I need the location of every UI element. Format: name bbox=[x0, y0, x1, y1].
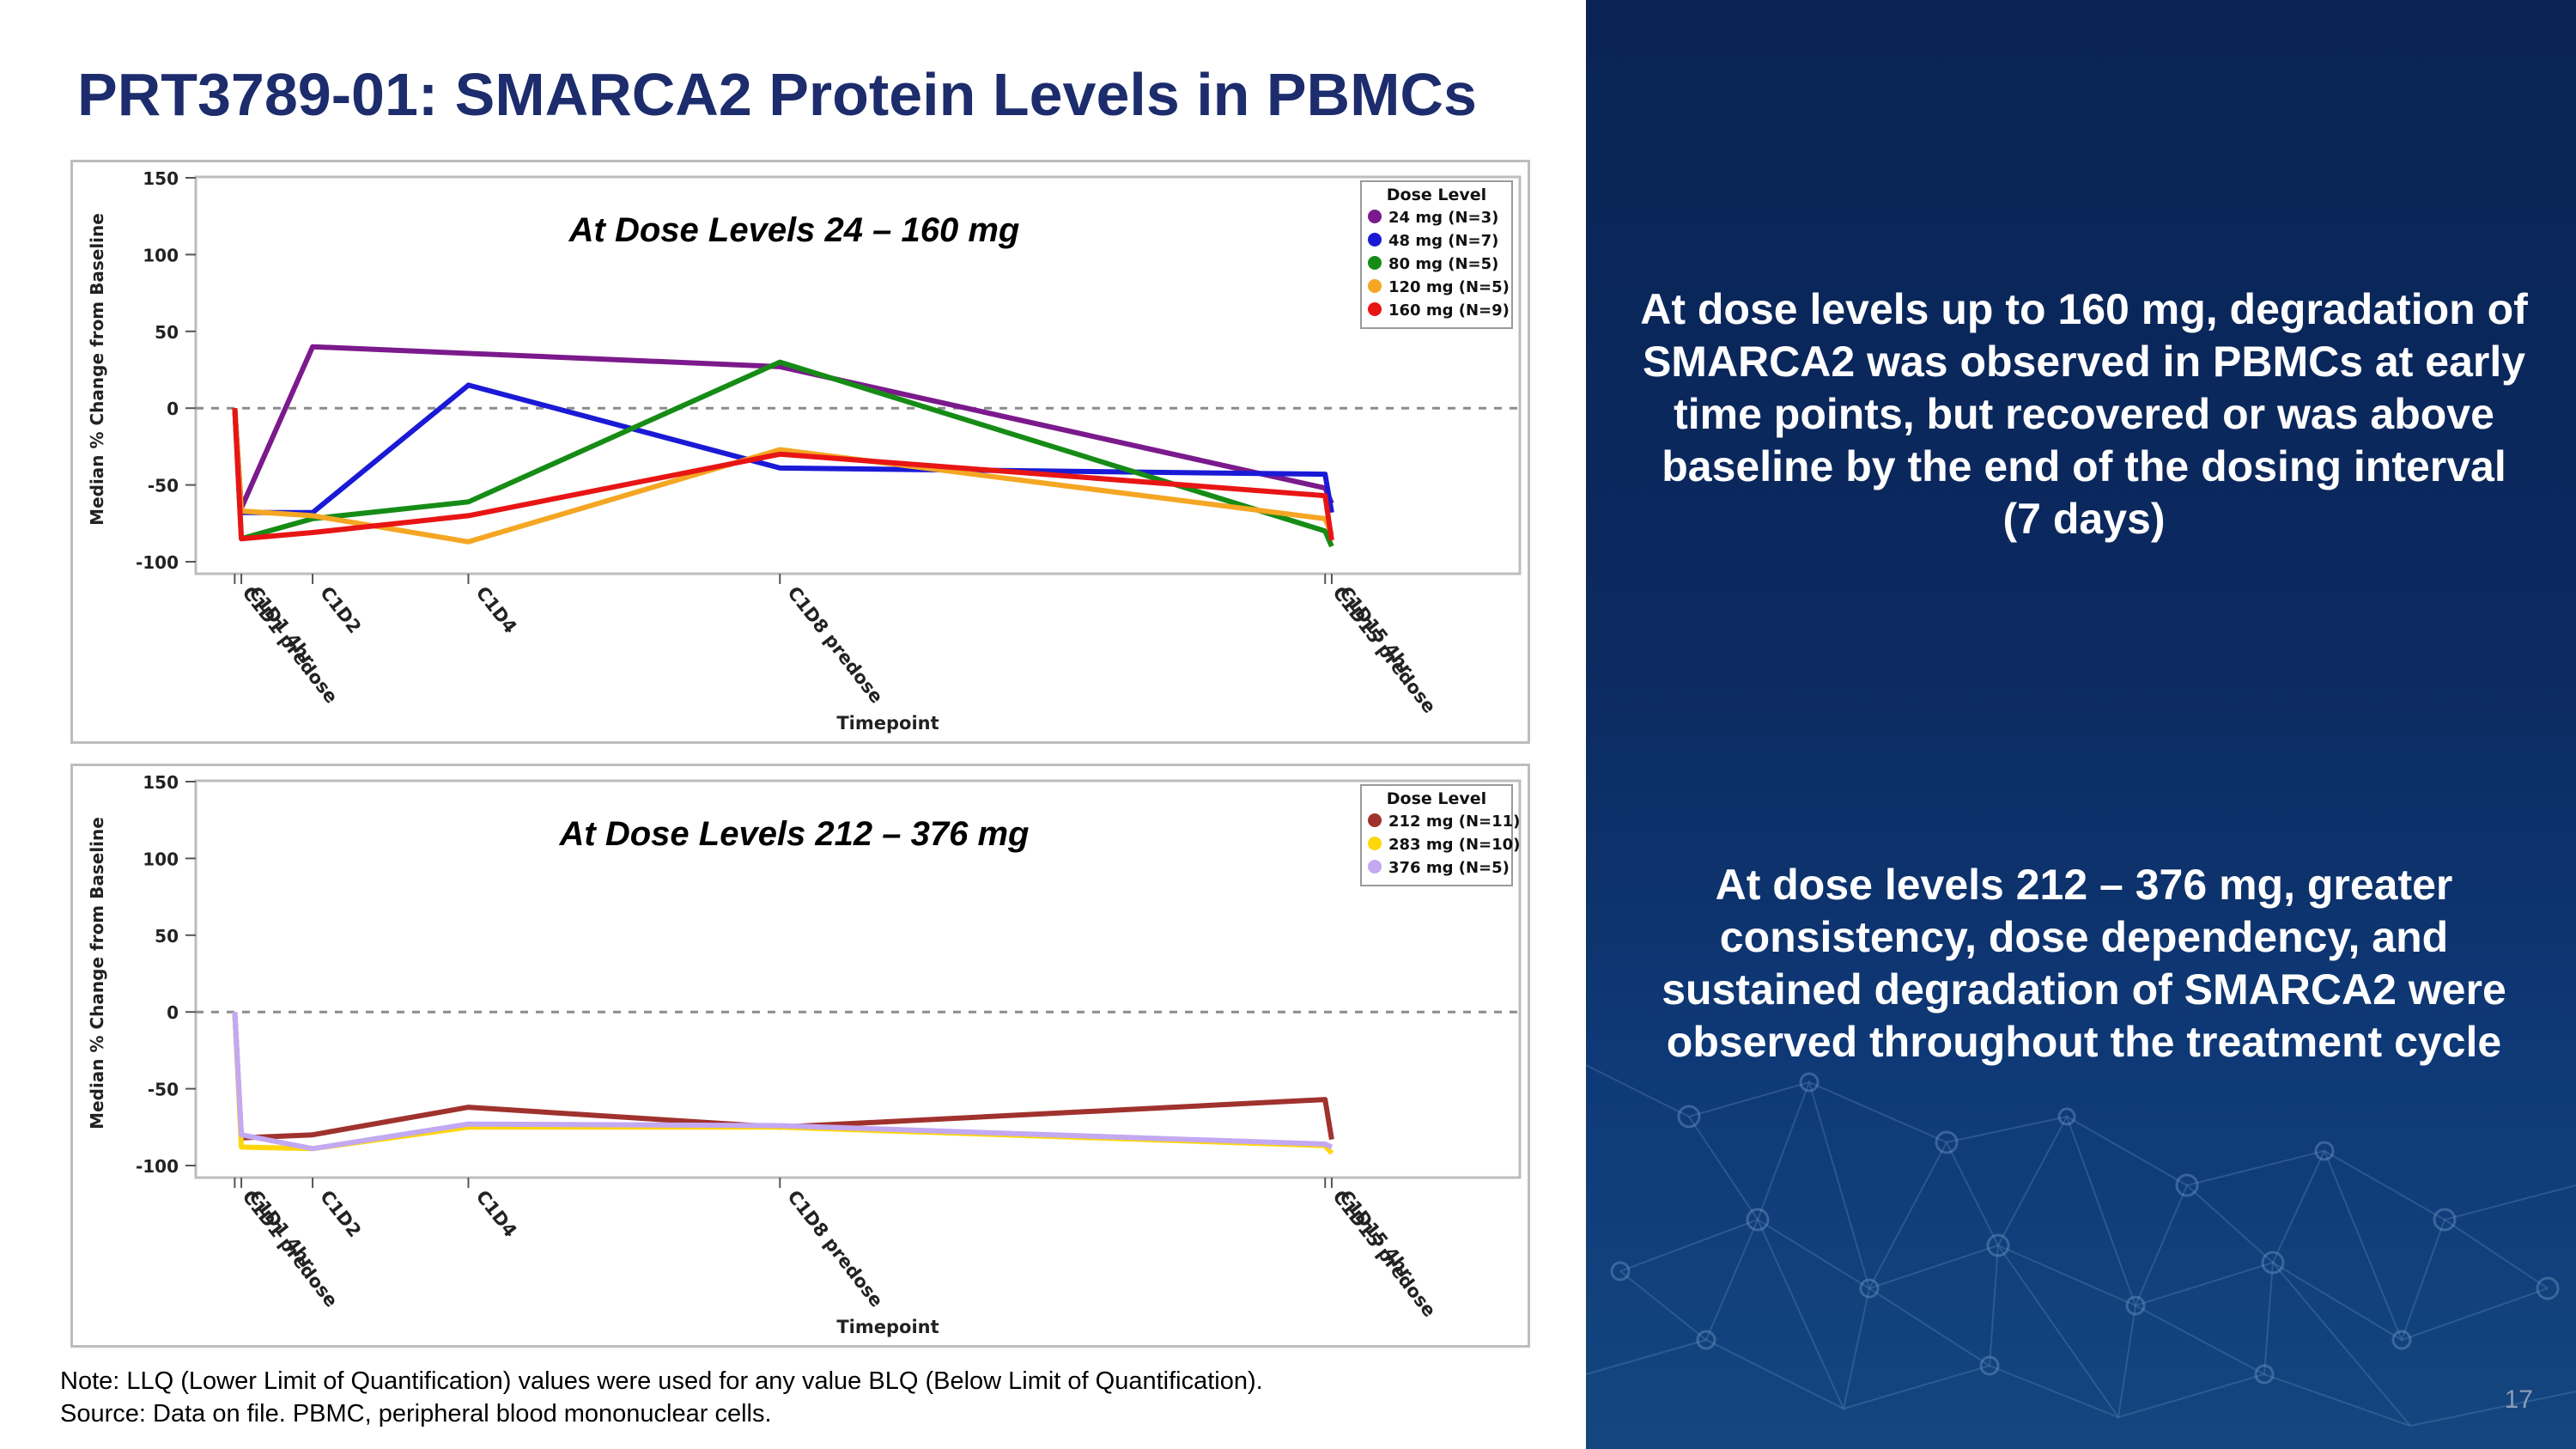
y-axis-label: Median % Change from Baseline bbox=[87, 213, 107, 526]
x-tick-label-c1d8-predose: C1D8 predose bbox=[783, 1186, 887, 1311]
y-tick-label: 100 bbox=[143, 245, 179, 265]
series-line-376-mg-n-5 bbox=[232, 1012, 1334, 1152]
y-tick-label: -100 bbox=[136, 552, 179, 573]
x-tick-label-c1d8-predose: C1D8 predose bbox=[783, 582, 887, 707]
legend-marker-48-mg-n-7 bbox=[1368, 233, 1382, 247]
footnote-llq: Note: LLQ (Lower Limit of Quantification… bbox=[60, 1367, 1263, 1395]
legend-marker-212-mg-n-11 bbox=[1368, 813, 1382, 827]
legend-label-212-mg-n-11: 212 mg (N=11) bbox=[1388, 813, 1520, 831]
y-tick-label: 0 bbox=[167, 399, 179, 419]
x-axis-label: Timepoint bbox=[836, 1317, 939, 1337]
plot-frame bbox=[194, 175, 1522, 575]
x-tick-label-c1d1-4hr: C1D1 4hr bbox=[245, 582, 319, 669]
y-tick-label: 150 bbox=[143, 772, 179, 793]
chart-panel-high-dose: 150 100 50 0 -50 -100 Median % Change from Bas… bbox=[70, 764, 1530, 1348]
legend-box bbox=[1360, 180, 1513, 329]
x-tick-label-c1d15-4hr: C1D15 4hr bbox=[1335, 582, 1418, 679]
y-tick-label: 50 bbox=[155, 322, 179, 343]
page-title: PRT3789-01: SMARCA2 Protein Levels in PB… bbox=[77, 61, 1477, 128]
legend-title: Dose Level bbox=[1387, 186, 1486, 204]
x-tick-label-c1d4: C1D4 bbox=[472, 1186, 521, 1241]
x-tick-label-c1d4: C1D4 bbox=[472, 582, 521, 637]
y-axis-label: Median % Change from Baseline bbox=[87, 817, 107, 1129]
legend-label-283-mg-n-10: 283 mg (N=10) bbox=[1388, 836, 1520, 854]
legend-marker-120-mg-n-5 bbox=[1368, 279, 1382, 293]
x-tick-label-c1d15-4hr: C1D15 4hr bbox=[1335, 1186, 1418, 1283]
y-tick-label: -100 bbox=[136, 1156, 179, 1177]
footnote-source: Source: Data on file. PBMC, peripheral b… bbox=[60, 1400, 772, 1428]
series-line-283-mg-n-10 bbox=[232, 1012, 1334, 1155]
legend-label-48-mg-n-7: 48 mg (N=7) bbox=[1388, 232, 1498, 250]
chart-title: At Dose Levels 212 – 376 mg bbox=[559, 815, 1030, 853]
x-axis-label: Timepoint bbox=[836, 713, 939, 734]
legend-label-80-mg-n-5: 80 mg (N=5) bbox=[1388, 255, 1498, 273]
legend-title: Dose Level bbox=[1387, 789, 1486, 808]
summary-text-high-dose: At dose levels 212 – 376 mg, greater con… bbox=[1662, 861, 2506, 1066]
legend-label-376-mg-n-5: 376 mg (N=5) bbox=[1388, 859, 1510, 877]
x-tick-label-c1d1-4hr: C1D1 4hr bbox=[245, 1186, 319, 1273]
chart-low-dose: 150 100 50 0 -50 -100 Median % Change from Bas… bbox=[87, 168, 1522, 734]
plot-frame bbox=[194, 779, 1522, 1179]
legend-label-24-mg-n-3: 24 mg (N=3) bbox=[1388, 209, 1498, 227]
x-tick-label-c1d2: C1D2 bbox=[316, 1186, 365, 1241]
legend-marker-24-mg-n-3 bbox=[1368, 210, 1382, 223]
x-tick-label-c1d2: C1D2 bbox=[316, 582, 365, 637]
chart-high-dose: 150 100 50 0 -50 -100 Median % Change from Bas… bbox=[87, 772, 1522, 1337]
series-line-160-mg-n-9 bbox=[232, 408, 1334, 542]
legend-label-120-mg-n-5: 120 mg (N=5) bbox=[1388, 278, 1510, 296]
page-number: 17 bbox=[2504, 1385, 2533, 1414]
chart-panel-low-dose: 150 100 50 0 -50 -100 Median % Change from Bas… bbox=[70, 160, 1530, 744]
y-tick-label: -50 bbox=[148, 1080, 179, 1100]
summary-panel: At dose levels up to 160 mg, degradation… bbox=[1586, 0, 2576, 1449]
chart-title: At Dose Levels 24 – 160 mg bbox=[568, 211, 1020, 249]
y-tick-label: 150 bbox=[143, 168, 179, 189]
legend-box bbox=[1360, 784, 1513, 886]
series-line-212-mg-n-11 bbox=[232, 1012, 1334, 1141]
network-background-graphic bbox=[1586, 1064, 2576, 1428]
legend-marker-283-mg-n-10 bbox=[1368, 837, 1382, 850]
legend-label-160-mg-n-9: 160 mg (N=9) bbox=[1388, 301, 1510, 320]
legend-marker-160-mg-n-9 bbox=[1368, 302, 1382, 316]
legend-marker-80-mg-n-5 bbox=[1368, 256, 1382, 270]
summary-text-low-dose: At dose levels up to 160 mg, degradation… bbox=[1640, 285, 2528, 543]
y-tick-label: -50 bbox=[148, 476, 179, 496]
y-tick-label: 0 bbox=[167, 1002, 179, 1023]
legend-marker-376-mg-n-5 bbox=[1368, 860, 1382, 874]
y-tick-label: 100 bbox=[143, 849, 179, 869]
y-tick-label: 50 bbox=[155, 926, 179, 947]
